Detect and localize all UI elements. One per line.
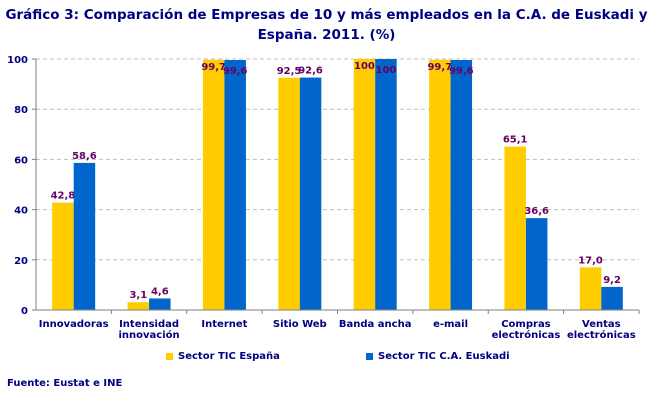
data-label: 17,0 [578,255,603,266]
y-tick-label: 20 [14,256,28,267]
data-label: 65,1 [503,135,528,146]
bar-euskadi [525,218,548,310]
data-label: 58,6 [72,151,97,162]
x-tick-label: Banda ancha [339,319,412,330]
data-label: 42,8 [51,191,76,202]
bar-espana [52,202,74,310]
data-label: 3,1 [129,290,147,301]
data-label: 100 [354,61,375,72]
bar-euskadi [73,162,96,310]
bar-euskadi [601,286,623,310]
legend-swatch-espana [166,353,173,360]
data-label: 99,7 [427,62,452,73]
legend-item-espana: Sector TIC España [166,351,280,362]
data-label: 99,7 [201,62,226,73]
legend-item-euskadi: Sector TIC C.A. Euskadi [366,351,510,362]
x-tick-label: e-mail [433,319,468,330]
x-tick-label: innovación [118,329,179,341]
bar-euskadi [375,59,397,310]
data-label: 92,5 [277,66,302,77]
bar-euskadi [224,60,246,311]
y-tick-label: 0 [21,306,28,317]
bar-espana [278,77,300,310]
bar-euskadi [299,77,322,310]
data-label: 9,2 [603,275,621,286]
y-tick-label: 40 [14,206,28,217]
x-tick-label: Ventas [582,319,621,330]
x-tick-label: Internet [201,319,247,330]
bar-euskadi [450,60,473,311]
bar-espana [353,59,376,310]
data-label: 99,6 [449,66,474,77]
title-line-1: Gráfico 3: Comparación de Empresas de 10… [5,7,648,23]
x-tick-label: electrónicas [492,329,561,341]
bar-espana [579,267,602,310]
legend-label-euskadi: Sector TIC C.A. Euskadi [378,351,510,362]
bar-espana [127,302,150,310]
chart-title: Gráfico 3: Comparación de Empresas de 10… [0,5,653,45]
legend-swatch-euskadi [366,353,373,360]
x-tick-label: electrónicas [567,329,636,341]
source-note: Fuente: Eustat e INE [7,378,123,389]
bar-espana [504,146,526,310]
x-tick-label: Compras [501,319,550,330]
x-tick-label: Intensidad [119,319,179,330]
data-label: 100 [376,65,397,76]
y-tick-label: 100 [7,55,28,66]
data-label: 92,6 [298,66,323,77]
data-label: 99,6 [223,66,248,77]
bar-espana [202,59,225,311]
x-tick-label: Sitio Web [273,319,327,330]
y-tick-label: 80 [14,105,28,116]
bar-euskadi [149,298,171,310]
title-line-2: España. 2011. (%) [257,27,396,43]
legend-label-espana: Sector TIC España [178,351,280,362]
y-tick-label: 60 [14,155,28,166]
x-tick-label: Innovadoras [39,319,109,330]
data-label: 36,6 [524,206,549,217]
data-label: 4,6 [151,286,169,297]
bar-espana [429,59,451,311]
